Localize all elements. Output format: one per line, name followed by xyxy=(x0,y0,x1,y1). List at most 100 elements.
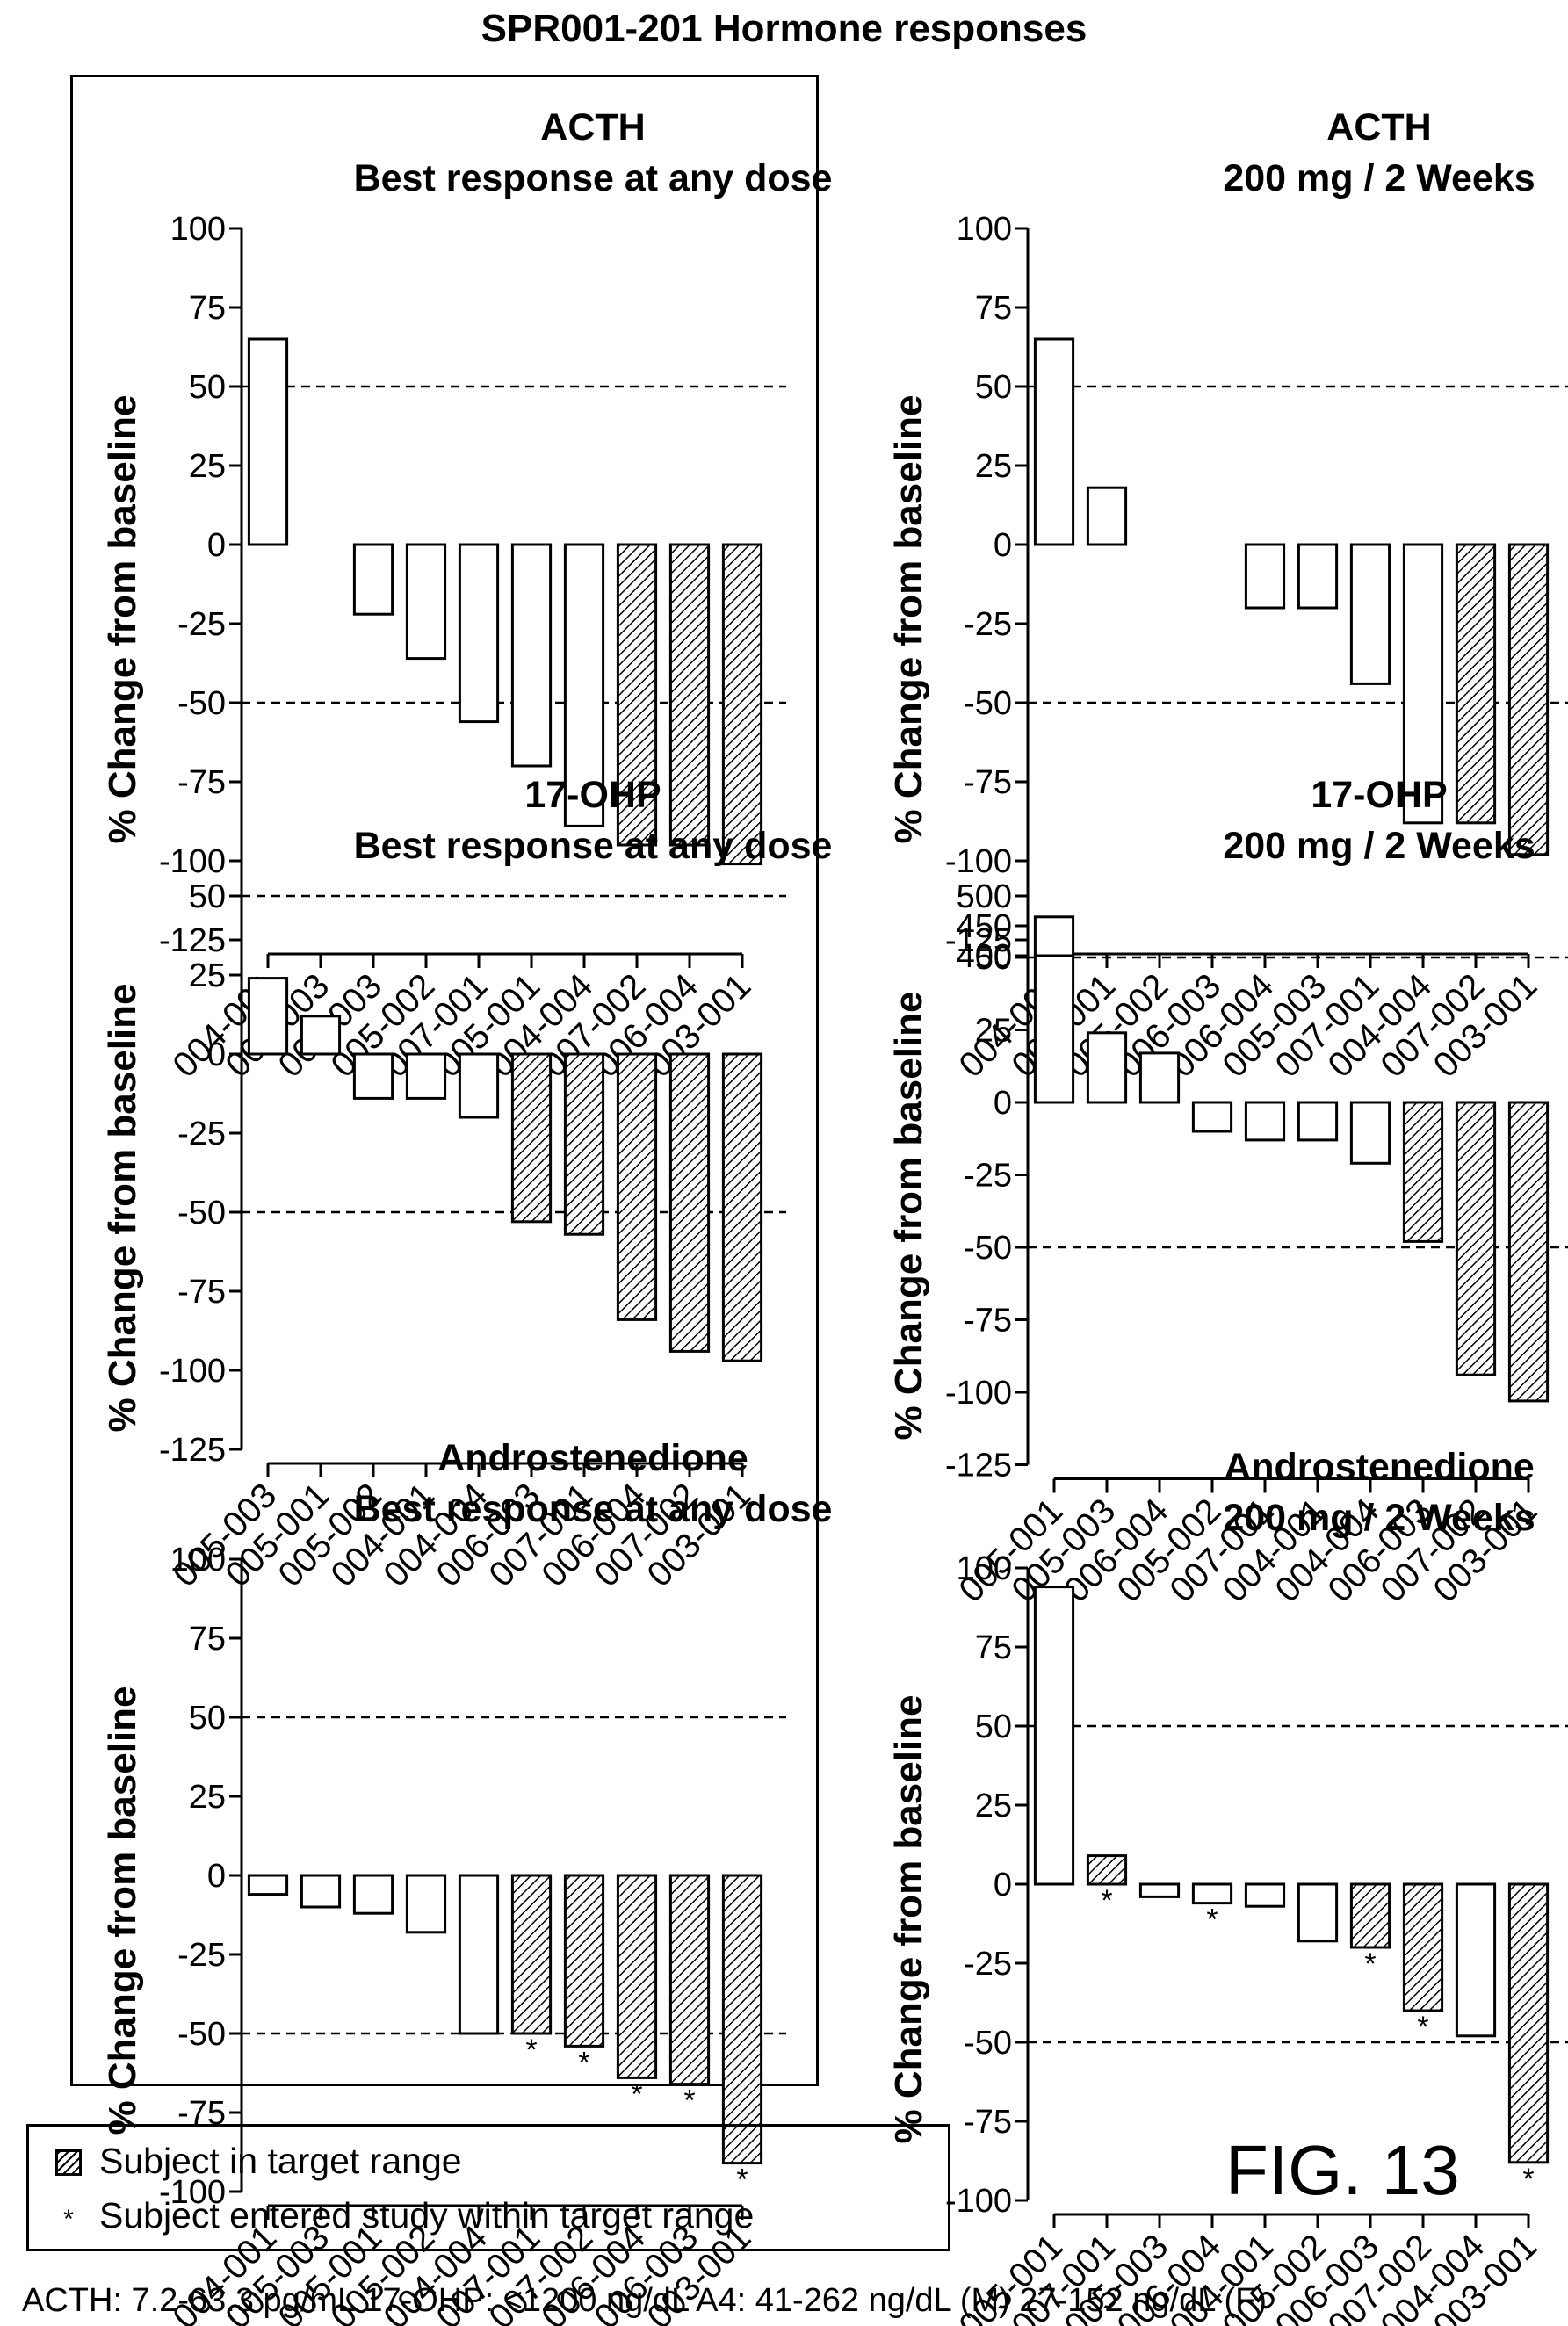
y-tick-label: -75 xyxy=(964,1303,1012,1340)
asterisk-marker: * xyxy=(1522,2163,1534,2196)
y-tick-label: 50 xyxy=(189,369,226,406)
y-tick-label: -75 xyxy=(177,1274,226,1311)
y-tick-label: 100 xyxy=(957,1550,1012,1587)
bar xyxy=(1349,543,1391,685)
legend-item-entered-within-range: * Subject entered study within target ran… xyxy=(55,2195,754,2236)
chart-acth-best-response: ACTH Best response at any dose 100 75 50 25 0 -… xyxy=(83,57,874,1085)
y-tick-label: -50 xyxy=(177,2016,226,2053)
y-tick-label: -50 xyxy=(177,1195,226,1232)
bar xyxy=(563,1874,605,2048)
asterisk-marker: * xyxy=(578,2046,589,2079)
chart-canvas: 50250-25-50-75-100-125005-003005-001005-… xyxy=(159,878,786,1594)
bar xyxy=(1455,1882,1497,2038)
bar xyxy=(668,543,711,847)
bar xyxy=(1086,486,1128,546)
bar xyxy=(1402,543,1444,825)
y-tick-label: -75 xyxy=(177,764,226,801)
y-tick-label: 0 xyxy=(207,527,226,564)
bar xyxy=(1086,1854,1128,1886)
y-tick-label: -25 xyxy=(964,606,1012,643)
bar xyxy=(668,1874,711,2086)
chart-subtitle: 200 mg / 2 Weeks xyxy=(1223,825,1535,867)
bar xyxy=(721,543,763,866)
y-tick-label: 0 xyxy=(207,1858,226,1895)
bar xyxy=(616,1052,658,1321)
bar xyxy=(563,543,605,827)
bar xyxy=(1297,1882,1339,1943)
bar xyxy=(1244,1101,1286,1142)
bar xyxy=(1244,1882,1286,1908)
y-tick-label: -50 xyxy=(177,685,226,722)
y-tick-label: -50 xyxy=(964,1230,1012,1267)
y-tick-label: -25 xyxy=(964,1158,1012,1195)
bar xyxy=(1033,337,1075,546)
bar xyxy=(247,337,289,546)
bar xyxy=(1402,1882,1444,2012)
y-tick-label: -100 xyxy=(945,843,1012,880)
y-tick-label: 25 xyxy=(189,448,226,485)
y-tick-label: 450 xyxy=(957,908,1012,945)
chart-subtitle: 200 mg / 2 Weeks xyxy=(1223,157,1535,199)
bar xyxy=(668,1052,711,1353)
y-tick-label: 25 xyxy=(975,1788,1012,1824)
y-tick-label: 400 xyxy=(957,938,1012,975)
bar xyxy=(300,1015,342,1056)
chart-title: 17-OHP xyxy=(1311,774,1448,816)
y-tick-label: 75 xyxy=(975,1629,1012,1666)
y-tick-label: -25 xyxy=(964,1946,1012,1983)
asterisk-marker: * xyxy=(631,2077,642,2111)
bar xyxy=(721,1874,763,2165)
chart-title: Androstenedione xyxy=(1224,1446,1535,1488)
y-tick-label: 50 xyxy=(975,1708,1012,1745)
chart-canvas: 1007550250-25-50-75-100-125004-001006-00… xyxy=(159,211,786,1085)
asterisk-marker: * xyxy=(736,2163,748,2197)
y-tick-label: -100 xyxy=(159,843,226,880)
reference-range-footnote: ACTH: 7.2-63.3 pg/mL 17-OHP: <1200 ng/dL… xyxy=(22,2282,1268,2319)
y-tick-label: 100 xyxy=(957,211,1012,248)
y-tick-label: 50 xyxy=(975,940,1012,977)
y-tick-label: 0 xyxy=(994,1867,1012,1903)
y-tick-label: -75 xyxy=(964,2104,1012,2141)
y-tick-label: -100 xyxy=(159,2174,226,2211)
bar xyxy=(1191,1882,1233,1905)
page-title: SPR001-201 Hormone responses xyxy=(481,7,1087,50)
chart-acth-200mg: ACTH 200 mg / 2 Weeks 100 75 50 25 0 -25 -50 -75 -… xyxy=(870,57,1568,1085)
bar xyxy=(1033,954,1075,1104)
bar xyxy=(405,543,447,661)
legend-item-target-range: Subject in target range xyxy=(55,2141,462,2182)
bar xyxy=(1507,1101,1550,1403)
chart-subtitle: Best response at any dose xyxy=(353,157,833,199)
bar xyxy=(510,1874,553,2035)
chart-androstenedione-200mg: Androstenedione 200 mg / 2 Weeks 100 75 50 25… xyxy=(870,1397,1568,2326)
chart-canvas: 1007550250-25-50-75-100-125004-001005-00… xyxy=(945,211,1568,1085)
chart-title: 17-OHP xyxy=(524,774,661,816)
bar xyxy=(1507,543,1550,856)
y-tick-label: -25 xyxy=(177,1116,226,1152)
bar xyxy=(405,1052,447,1100)
y-axis-label: % Change from baseline xyxy=(887,1694,930,2144)
bar xyxy=(510,1052,553,1224)
bar xyxy=(1297,1101,1339,1142)
y-tick-label: 75 xyxy=(975,290,1012,327)
y-tick-label: 50 xyxy=(189,1700,226,1737)
bar xyxy=(1297,543,1339,610)
bar xyxy=(352,1052,394,1100)
asterisk-marker: * xyxy=(1206,1903,1218,1937)
bar xyxy=(352,1874,394,1915)
y-tick-label: 25 xyxy=(975,1013,1012,1050)
bar xyxy=(1507,1882,1550,2164)
asterisk-marker: * xyxy=(1417,2011,1428,2044)
bar xyxy=(1033,915,1075,957)
y-tick-label: -100 xyxy=(159,1353,226,1390)
y-axis-label: % Change from baseline xyxy=(101,1686,144,2135)
bar xyxy=(1455,1101,1497,1376)
y-tick-label: 50 xyxy=(189,878,226,915)
chart-canvas: 1007550250-25-50-75-100005-001*007-00100… xyxy=(945,1550,1568,2326)
legend-label-target-range: Subject in target range xyxy=(99,2141,462,2181)
y-tick-label: -25 xyxy=(177,606,226,643)
legend-label-entered-within-range: Subject entered study within target rang… xyxy=(99,2195,755,2236)
asterisk-marker: * xyxy=(525,2033,537,2067)
y-tick-label: -125 xyxy=(159,1432,226,1469)
bar xyxy=(1402,1101,1444,1243)
left-panel-frame xyxy=(70,75,819,2086)
